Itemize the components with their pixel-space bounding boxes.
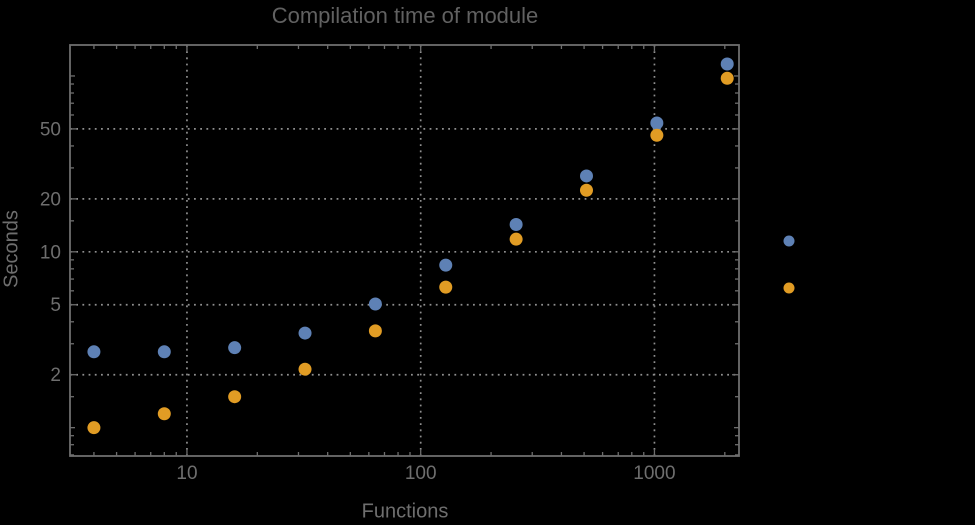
data-point-series-blue — [579, 169, 593, 183]
data-point-series-blue — [157, 345, 171, 359]
x-axis-label: Functions — [361, 500, 449, 523]
y-tick-label: 10 — [40, 242, 61, 263]
y-tick-label: 2 — [50, 365, 61, 386]
data-point-series-blue — [368, 297, 382, 311]
y-tick-label: 50 — [40, 119, 61, 140]
data-point-series-blue — [228, 341, 242, 355]
data-point-series-orange — [298, 362, 312, 376]
data-point-series-orange — [439, 280, 453, 294]
data-point-series-orange — [509, 232, 523, 246]
data-point-series-blue — [650, 116, 664, 130]
y-tick-label: 20 — [40, 189, 61, 210]
data-point-series-blue — [87, 345, 101, 359]
legend-marker-series-orange — [783, 282, 795, 294]
data-point-series-blue — [439, 258, 453, 272]
y-axis-label: Seconds — [0, 210, 23, 288]
data-point-series-orange — [157, 407, 171, 421]
plot-frame — [69, 44, 740, 457]
legend-marker-series-blue — [783, 235, 795, 247]
data-point-series-orange — [228, 390, 242, 404]
data-point-series-orange — [87, 421, 101, 435]
x-tick-label: 1000 — [633, 463, 675, 484]
chart-title: Compilation time of module — [271, 3, 539, 28]
data-point-series-orange — [579, 183, 593, 197]
x-tick-label: 10 — [176, 463, 197, 484]
data-point-series-orange — [368, 324, 382, 338]
data-point-series-blue — [298, 326, 312, 340]
data-point-series-orange — [650, 128, 664, 142]
data-point-series-blue — [720, 57, 734, 71]
data-point-series-blue — [509, 217, 523, 231]
data-point-series-orange — [720, 71, 734, 85]
y-tick-label: 5 — [50, 295, 61, 316]
x-tick-label: 100 — [405, 463, 437, 484]
